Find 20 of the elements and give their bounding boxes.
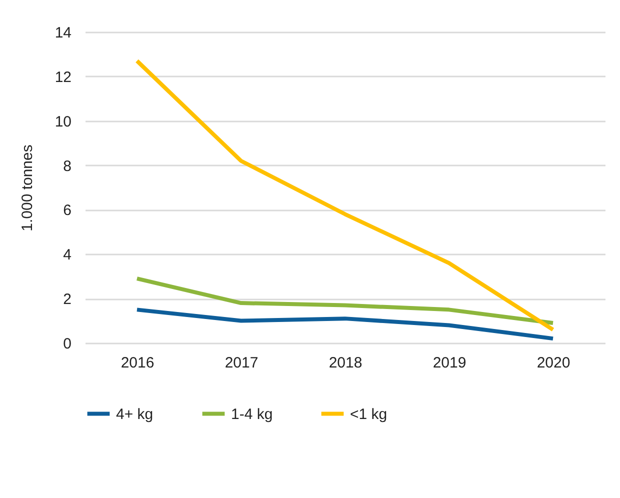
line-series <box>135 276 555 326</box>
legend-label: <1 kg <box>350 406 388 423</box>
x-tick-label: 2020 <box>536 354 570 372</box>
x-tick-label: 2016 <box>120 354 154 372</box>
x-tick-label: 2019 <box>432 354 466 372</box>
line-series <box>135 58 555 332</box>
y-axis-title: 1.000 tonnes <box>18 144 36 232</box>
y-tick-label: 2 <box>63 291 72 308</box>
x-tick-label: 2017 <box>224 354 258 372</box>
y-tick-label: 6 <box>63 202 72 220</box>
line-series <box>135 308 555 341</box>
y-tick-label: 4 <box>63 246 72 264</box>
legend-label: 4+ kg <box>116 406 154 423</box>
y-tick-label: 14 <box>54 24 72 42</box>
y-tick-label: 8 <box>63 158 72 175</box>
x-tick-label: 2018 <box>328 354 362 372</box>
y-tick-label: 12 <box>54 68 72 86</box>
legend-label: 1-4 kg <box>231 406 273 423</box>
y-tick-label: 0 <box>63 336 72 352</box>
y-tick-label: 10 <box>54 113 72 130</box>
